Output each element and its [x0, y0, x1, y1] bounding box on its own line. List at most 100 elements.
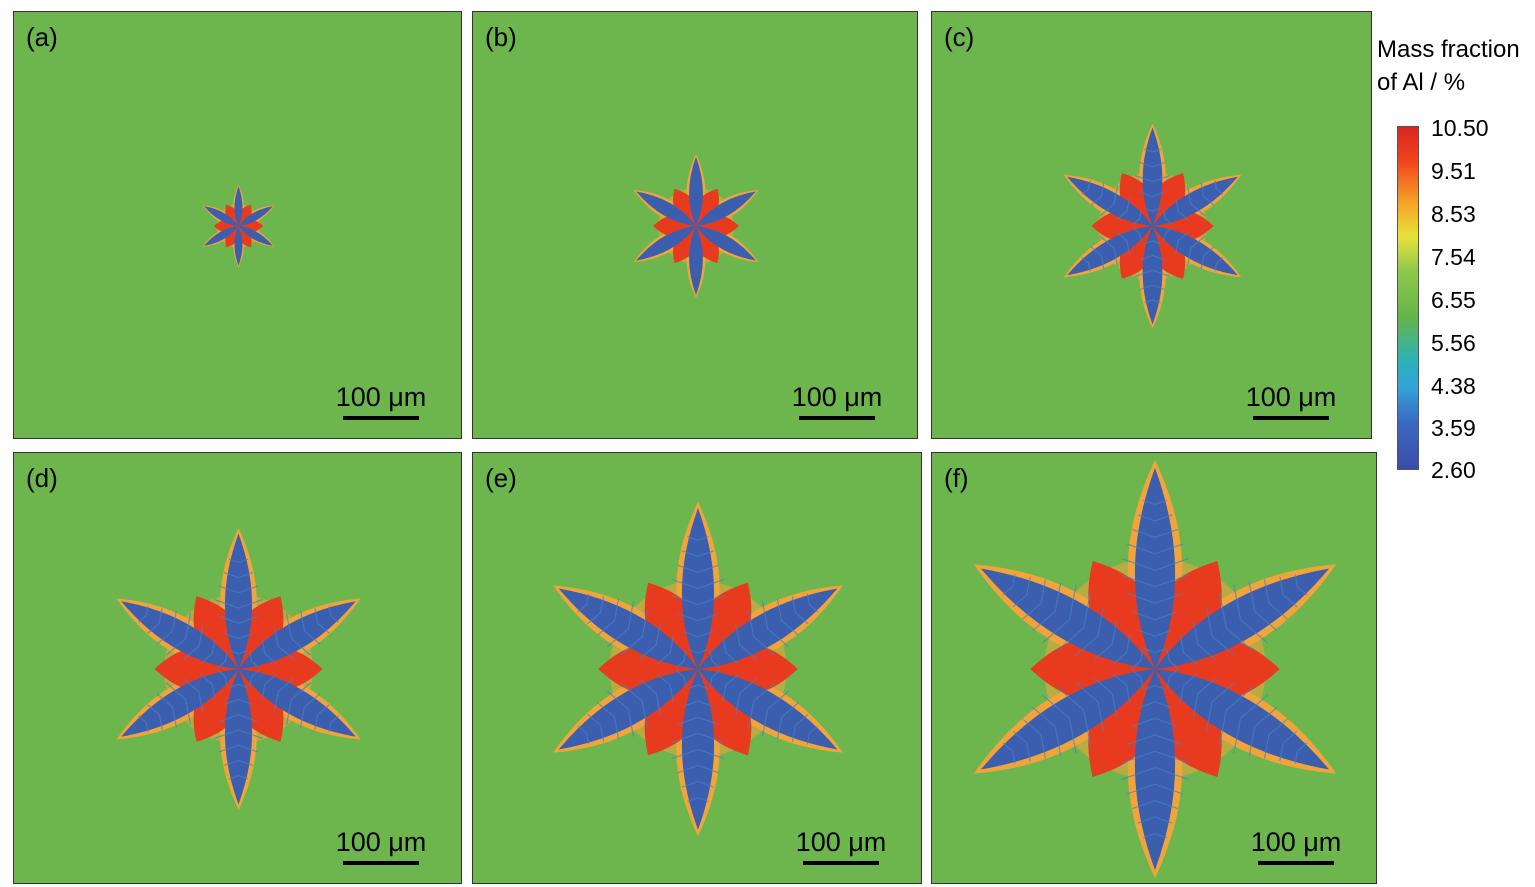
secondary-arm: [171, 610, 177, 632]
secondary-arm: [606, 628, 629, 648]
secondary-arm: [300, 706, 306, 728]
legend-title: Mass fraction of Al / %: [1377, 33, 1520, 99]
secondary-arm: [238, 744, 259, 753]
secondary-arm: [1139, 210, 1142, 219]
secondary-arm: [1154, 557, 1189, 571]
secondary-arm: [1144, 148, 1153, 153]
secondary-arm: [213, 729, 239, 740]
dendrite-arm: [980, 669, 1155, 770]
colorbar-tick: 7.54: [1431, 244, 1476, 270]
secondary-arm: [238, 729, 264, 740]
secondary-arm: [1211, 635, 1235, 656]
secondary-arm: [200, 653, 213, 665]
secondary-arm: [577, 725, 587, 734]
secondary-arm: [1075, 682, 1099, 703]
secondary-arm: [1154, 629, 1173, 637]
secondary-arm: [697, 648, 709, 654]
secondary-arm: [1002, 586, 1013, 596]
secondary-arm: [1233, 584, 1242, 620]
secondary-arm: [1002, 742, 1013, 752]
secondary-arm: [238, 632, 254, 640]
secondary-arm: [1139, 191, 1153, 197]
secondary-arm: [791, 725, 797, 742]
panel-label: (a): [26, 22, 58, 52]
secondary-arm: [1154, 611, 1178, 621]
secondary-arm: [795, 713, 809, 726]
secondary-arm: [1174, 197, 1179, 212]
secondary-arm: [739, 644, 758, 660]
dendrite-arm: [238, 206, 274, 226]
colorbar-tick: 5.56: [1431, 330, 1476, 356]
secondary-arm: [739, 678, 758, 694]
secondary-arm: [182, 645, 200, 660]
secondary-arm: [806, 593, 811, 605]
panel-label: (b): [485, 22, 517, 52]
secondary-arm: [1083, 592, 1091, 628]
secondary-arm: [1126, 543, 1156, 555]
secondary-arm: [1132, 800, 1156, 810]
secondary-arm: [697, 630, 714, 638]
secondary-arm: [1152, 299, 1161, 304]
scale-bar: 100 μm: [789, 827, 893, 865]
secondary-arm: [747, 701, 755, 729]
secondary-arm: [304, 693, 321, 708]
secondary-arm: [687, 797, 699, 802]
secondary-arm: [1219, 592, 1227, 628]
secondary-arm: [1254, 610, 1278, 632]
secondary-arm: [1152, 207, 1161, 212]
secondary-arm: [753, 636, 776, 656]
secondary-arm: [1154, 574, 1189, 588]
secondary-arm: [314, 714, 319, 730]
secondary-arm: [1177, 210, 1189, 221]
dendrite-arm: [698, 669, 838, 750]
dendrite-arm: [121, 669, 239, 737]
secondary-arm: [1097, 701, 1105, 732]
secondary-arm: [697, 564, 720, 574]
secondary-arm: [1012, 730, 1028, 744]
secondary-arm: [1240, 619, 1268, 644]
secondary-arm: [641, 609, 649, 637]
secondary-arm: [223, 571, 239, 579]
secondary-arm: [1152, 284, 1166, 291]
secondary-arm: [1263, 579, 1270, 604]
secondary-arm: [1087, 180, 1091, 190]
secondary-arm: [697, 716, 720, 726]
secondary-arm: [638, 644, 657, 660]
colorbar-tick: 8.53: [1431, 201, 1476, 227]
colorbar-tick: 4.38: [1431, 373, 1476, 399]
secondary-arm: [211, 638, 216, 654]
secondary-arm: [761, 709, 769, 737]
secondary-arm: [1152, 191, 1166, 197]
secondary-arm: [675, 660, 685, 669]
secondary-arm: [171, 706, 177, 728]
secondary-arm: [627, 709, 635, 737]
secondary-arm: [1154, 592, 1184, 604]
secondary-arm: [217, 660, 226, 669]
secondary-arm: [1154, 832, 1168, 839]
secondary-arm: [1125, 634, 1131, 653]
secondary-arm: [671, 732, 699, 744]
secondary-arm: [1032, 610, 1056, 632]
secondary-arm: [317, 704, 330, 716]
dendrite-arm: [238, 669, 356, 737]
dendrite-arm: [1152, 226, 1238, 276]
secondary-arm: [1263, 734, 1270, 759]
panel-c: (c) 100 μm: [931, 11, 1372, 439]
secondary-arm: [1164, 227, 1173, 234]
dendrite-e: [553, 501, 843, 837]
secondary-arm: [1279, 576, 1284, 596]
dendrite-arm: [689, 226, 703, 296]
secondary-arm: [697, 578, 725, 590]
secondary-arm: [606, 690, 629, 710]
secondary-arm: [1154, 684, 1168, 691]
secondary-arm: [1056, 686, 1085, 711]
secondary-arm: [1022, 602, 1042, 620]
secondary-arm: [682, 630, 699, 638]
secondary-arm: [587, 612, 601, 625]
secondary-arm: [165, 682, 187, 700]
secondary-arm: [1137, 701, 1156, 709]
dendrite-arm: [203, 206, 239, 226]
secondary-arm: [682, 781, 699, 788]
secondary-arm: [669, 636, 674, 654]
scale-line: [343, 861, 419, 865]
